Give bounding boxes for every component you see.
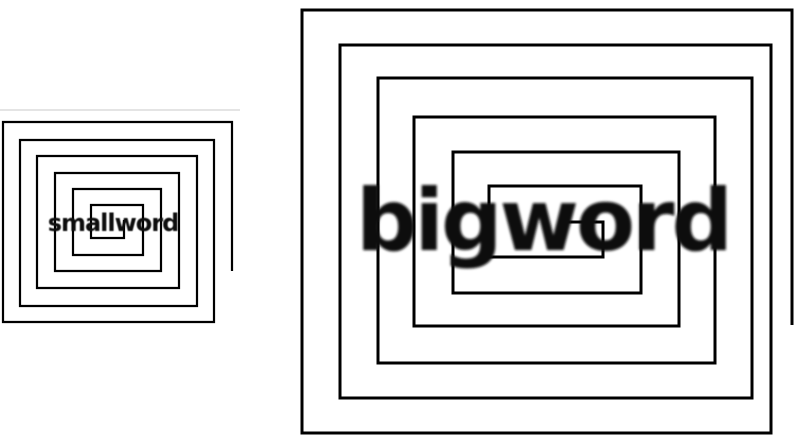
small-spiral-path — [1, 120, 234, 324]
small-word: smallword — [48, 209, 179, 237]
big-word: bigword — [356, 171, 730, 271]
big-spiral-path — [300, 8, 794, 435]
small-spiral — [1, 120, 234, 324]
big-spiral — [300, 8, 794, 435]
